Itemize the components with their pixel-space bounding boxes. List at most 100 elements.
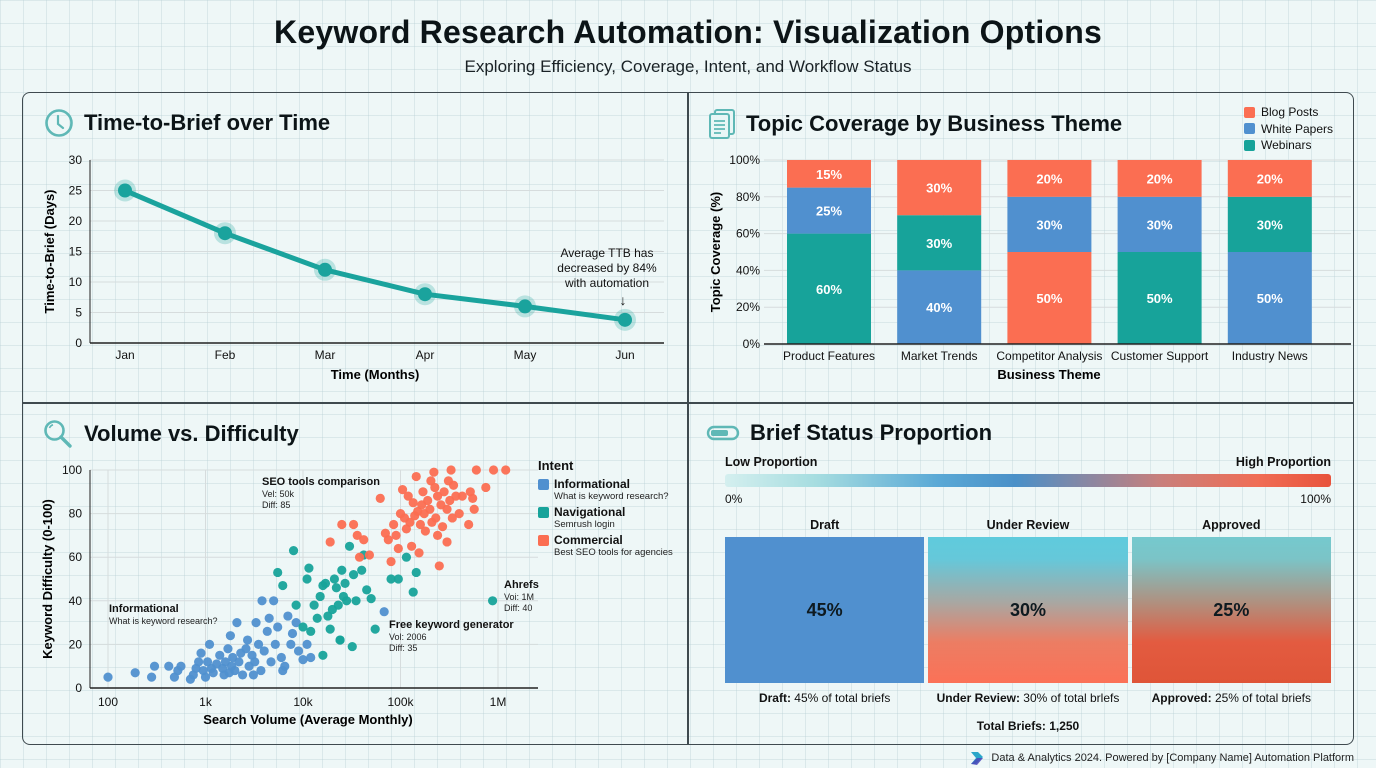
clock-icon [45,109,73,137]
scatter-point [176,661,186,671]
scatter-point [291,600,301,610]
scatter-point [298,655,308,665]
x-tick-label: Market Trends [901,349,978,363]
scatter-point [468,493,478,503]
scatter-point [481,482,491,493]
scatter-point [200,672,211,682]
scatter-point [194,657,204,667]
bar-segment [1007,196,1092,252]
legend-label: Commercial [554,533,623,547]
bar-segment [787,160,871,188]
annotation-line: Voi: 1M [504,592,534,602]
legend-item-webinars: Webinars [1244,137,1333,154]
scatter-point [448,480,459,490]
legend-item-informational: Informational What is keyword research? [538,477,673,502]
status-name: Under Review [986,518,1070,532]
scatter-point [234,657,244,667]
scatter-point [364,550,375,560]
y-tick-label: 30 [69,153,83,167]
y-tick-label: 5 [75,306,82,320]
header: Keyword Research Automation: Visualizati… [0,14,1376,77]
ttb-title-text: Time-to-Brief over Time [84,110,331,135]
scatter-point [250,657,260,667]
scatter-point [237,670,248,680]
scatter-point [447,513,457,523]
scatter-point [309,600,319,610]
x-tick-label: 10k [293,695,313,709]
caption-name: Draft: [758,691,791,705]
scatter-point [362,585,372,595]
bar-segment [787,187,871,234]
scatter-point [304,563,314,573]
scatter-point [130,668,140,678]
scatter-point [375,493,385,503]
bar-value-label: 60% [816,282,842,297]
scatter-point [302,639,312,649]
x-axis-label: Search Volume (Average Monthly) [203,712,413,727]
scatter-point [257,596,267,606]
scatter-point [241,644,251,654]
bar-value-label: 20% [1257,171,1283,186]
bar-value-label: 30% [1257,217,1283,232]
bar-value-label: 30% [926,236,952,251]
legend-label: White Papers [1261,121,1334,136]
scatter-point [442,504,452,514]
scatter-point [391,530,401,540]
status-name: Approved [1202,518,1261,532]
scatter-point [278,580,288,591]
scatter-point [425,504,435,514]
legend-example: Best SEO tools for agencies [554,547,673,558]
intent-legend: Intent Informational What is keyword res… [538,458,673,561]
scatter-point [357,565,367,575]
x-tick-label: 100k [387,695,414,709]
scatter-point [501,465,511,475]
footer-text: Data & Analytics 2024. Powered by [Compa… [991,752,1354,764]
bar-segment [1117,196,1202,252]
scatter-point [386,556,396,567]
x-tick-label: 100 [98,695,118,709]
x-tick-label: Jan [115,348,134,362]
y-tick-label: 0 [75,681,82,695]
scatter-point [306,652,316,663]
legend-label: Webinars [1261,138,1312,153]
scatter-point [320,578,331,588]
scale-ticks: 0% 100% [725,492,1331,506]
scatter-point [232,618,242,628]
legend-swatch [538,534,549,546]
bar-segment [1117,160,1202,197]
page-title: Keyword Research Automation: Visualizati… [274,14,1102,50]
x-tick-label: 1k [199,695,213,709]
bar-segment [1227,196,1312,252]
scatter-point [341,596,352,606]
scatter-point [408,498,418,508]
scatter-point [437,522,448,532]
scatter-point [405,517,415,527]
scatter-point [446,465,456,475]
y-tick-label: 80% [736,190,760,204]
page-subtitle: Exploring Efficiency, Coverage, Intent, … [464,57,912,76]
progress-bar-icon [706,425,740,441]
bar-value-label: 30% [926,181,952,196]
bar-value-label: 15% [816,167,842,182]
status-cell: 45% [725,537,925,683]
caption-name: Approved: [1151,691,1212,705]
scatter-point [423,495,433,506]
scatter-point [347,641,357,652]
legend-swatch [1244,139,1255,151]
x-tick-label: May [514,348,537,362]
scatter-point [454,509,464,519]
volume-title-text: Volume vs. Difficulty [84,421,299,446]
scatter-point [251,618,261,628]
scatter-point [464,519,474,530]
magnifier-icon [44,420,72,448]
scatter-point [429,467,439,477]
dashboard-frame [22,92,1354,745]
caption-rest: 45% of total briefs [790,691,891,705]
status-name: Draft [810,518,840,532]
scatter-point [337,519,347,530]
scatter-point [389,519,399,530]
legend-item-commercial: Commercial Best SEO tools for agencies [538,533,673,558]
annotation-text: decreased by 84% [557,261,657,275]
scatter-point [432,530,443,540]
scale-low-label: Low Proportion [725,455,818,469]
